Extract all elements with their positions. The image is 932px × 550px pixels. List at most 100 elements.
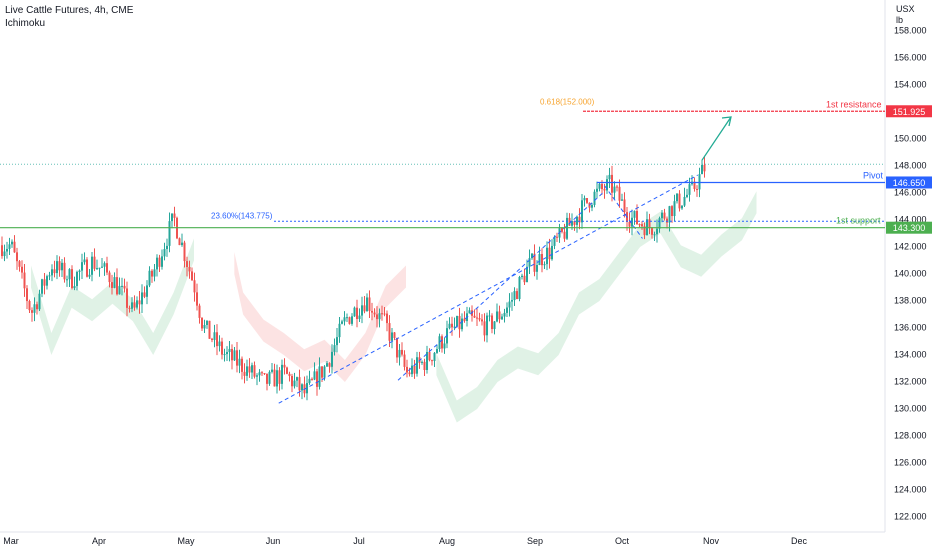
candle-body [71, 269, 73, 289]
candle-body [598, 183, 601, 189]
candle-body [436, 348, 438, 353]
candle-body [51, 269, 53, 276]
candle-body [73, 286, 76, 289]
indicator-label[interactable]: Ichimoku [5, 18, 46, 29]
candle-body [658, 218, 661, 229]
candle-body [268, 371, 271, 384]
candle-body [328, 363, 331, 367]
symbol-title[interactable]: Live Cattle Futures, 4h, CME [5, 5, 134, 16]
candle-body [458, 316, 461, 330]
candle-body [341, 321, 343, 324]
x-tick-label: Oct [615, 536, 630, 546]
candle-body [361, 305, 363, 316]
candle-body [511, 300, 513, 302]
candle-body [541, 254, 543, 266]
candle-body [641, 224, 643, 227]
candle-body [553, 236, 556, 246]
x-tick-label: Jun [266, 536, 281, 546]
candle-body [171, 213, 173, 222]
candle-body [331, 351, 333, 367]
candle-body [621, 199, 623, 201]
candle-body [3, 251, 6, 257]
candle-body [503, 312, 506, 317]
candle-body [463, 318, 466, 321]
candle-body [78, 270, 81, 272]
candle-body [481, 319, 483, 322]
candle-body [528, 258, 531, 267]
candle-body [651, 228, 653, 235]
candle-body [203, 324, 206, 329]
candle-body [231, 348, 233, 361]
candle-body [483, 321, 486, 336]
candle-body [521, 275, 523, 277]
candle-body [283, 364, 286, 368]
x-tick-label: Aug [439, 536, 455, 546]
y-tick-label: 154.000 [894, 79, 927, 89]
candle-body [696, 188, 698, 190]
price-unit: USX lb [896, 4, 915, 26]
y-tick-label: 140.000 [894, 268, 927, 278]
candle-body [406, 366, 408, 373]
candle-body [441, 336, 443, 349]
candle-body [148, 270, 151, 286]
candle-body [343, 317, 346, 322]
candle-body [301, 384, 303, 391]
candle-body [221, 341, 223, 355]
candle-body [113, 277, 116, 288]
candle-body [506, 307, 508, 313]
candle-body [391, 332, 393, 341]
candle-body [276, 370, 278, 387]
candle-body [526, 266, 528, 283]
candle-body [401, 349, 403, 355]
candle-body [373, 312, 376, 315]
candle-body [248, 366, 251, 373]
candle-body [266, 373, 268, 384]
y-tick-label: 126.000 [894, 457, 927, 467]
candle-body [613, 186, 616, 193]
x-tick-label: Dec [791, 536, 808, 546]
candle-body [403, 354, 406, 367]
candle-body [581, 200, 583, 223]
candle-body [76, 271, 78, 287]
candle-body [381, 313, 383, 315]
candle-body [378, 313, 381, 320]
candle-body [116, 277, 118, 295]
candle-body [186, 261, 188, 268]
candle-body [563, 231, 566, 239]
candle-body [166, 245, 168, 250]
candle-body [656, 228, 658, 235]
candle-body [63, 262, 66, 280]
candle-body [603, 189, 606, 191]
candle-body [128, 307, 131, 309]
level-tag-pivot [886, 176, 932, 189]
candle-body [108, 272, 111, 283]
candle-body [68, 269, 71, 280]
y-tick-label: 136.000 [894, 322, 927, 332]
candle-body [53, 269, 56, 274]
candle-body [513, 291, 516, 301]
candle-body [496, 311, 498, 322]
y-tick-label: 158.000 [894, 25, 927, 35]
candle-body [321, 366, 323, 378]
level-value-resistance: 151.925 [893, 107, 926, 117]
candle-body [698, 174, 701, 190]
level-name-pivot: Pivot [863, 170, 884, 180]
candle-body [433, 352, 436, 362]
y-tick-label: 130.000 [894, 403, 927, 413]
x-tick-label: May [177, 536, 195, 546]
level-value-pivot: 146.650 [893, 178, 926, 188]
candle-body [353, 307, 356, 317]
candle-body [181, 242, 183, 246]
candle-body [628, 221, 631, 227]
y-tick-label: 134.000 [894, 349, 927, 359]
candle-body [366, 297, 368, 312]
candle-body [493, 321, 496, 330]
candle-body [241, 358, 243, 372]
candle-body [606, 179, 608, 191]
candle-body [338, 323, 341, 338]
candle-body [256, 375, 258, 377]
candle-body [508, 301, 511, 308]
x-tick-label: Jul [353, 536, 365, 546]
candle-body [96, 268, 98, 270]
